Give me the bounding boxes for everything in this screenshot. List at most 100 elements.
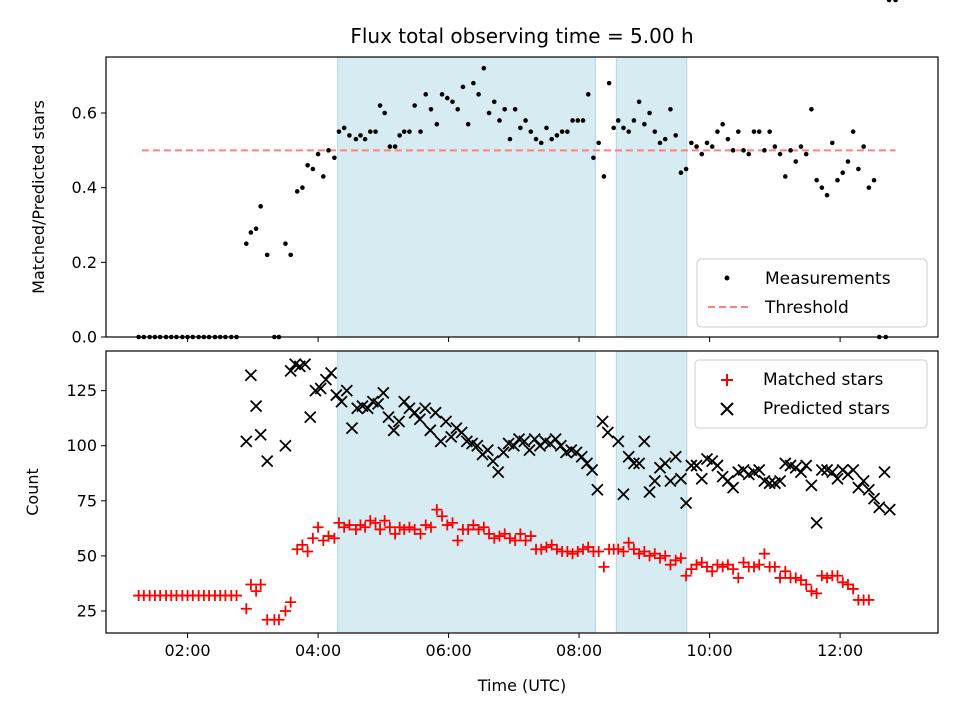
matched-star-point xyxy=(758,548,770,560)
bottom-legend: Matched stars Predicted stars xyxy=(694,359,928,429)
legend-matched-marker xyxy=(721,374,733,386)
matched-star-point xyxy=(711,559,723,571)
matched-star-point xyxy=(312,521,324,533)
measurement-point xyxy=(377,103,383,108)
measurement-point xyxy=(533,136,539,142)
top-y-axis-label: Matched/Predicted stars xyxy=(29,100,48,294)
measurement-point xyxy=(523,118,528,123)
measurement-point xyxy=(481,65,487,71)
measurement-point xyxy=(407,129,412,134)
measurement-point xyxy=(861,144,866,149)
predicted-star-point xyxy=(371,397,385,411)
matched-star-point xyxy=(816,570,828,582)
measurement-point xyxy=(850,129,856,134)
predicted-star-point xyxy=(632,457,646,470)
matched-star-point xyxy=(302,545,314,557)
measurement-point xyxy=(788,148,793,153)
matched-star-point xyxy=(691,559,703,571)
measurement-point xyxy=(486,110,492,116)
predicted-star-point xyxy=(794,466,808,479)
predicted-star-point xyxy=(523,444,536,457)
measurement-point xyxy=(596,140,601,146)
matched-star-point xyxy=(535,543,547,555)
x-tick-label: 10:00 xyxy=(687,641,733,660)
predicted-star-point xyxy=(685,459,698,472)
predicted-star-point xyxy=(826,466,839,479)
predicted-star-point xyxy=(648,474,661,488)
top-axes-frame xyxy=(105,56,939,338)
measurement-point xyxy=(652,129,658,134)
measurement-point xyxy=(662,136,668,142)
matched-star-point xyxy=(359,521,371,533)
matched-star-point xyxy=(255,579,267,591)
predicted-star-point xyxy=(261,455,274,468)
predicted-star-point xyxy=(674,472,688,485)
top-panel: 0.0 0.2 0.4 0.6 Matched/Predicted stars Mea… xyxy=(29,0,939,347)
matched-star-point xyxy=(863,594,875,606)
measurement-point xyxy=(528,129,534,134)
predicted-star-point xyxy=(810,516,823,529)
predicted-star-point xyxy=(601,426,614,439)
measurement-point xyxy=(715,129,720,134)
matched-star-point xyxy=(644,550,656,562)
measurement-point xyxy=(642,121,647,127)
matched-star-point xyxy=(706,565,718,577)
bottom-y-axis-label: Count xyxy=(23,468,42,516)
predicted-star-point xyxy=(695,472,708,485)
measurement-point xyxy=(326,148,331,153)
y-tick-label: 0.2 xyxy=(72,253,97,272)
measurement-point xyxy=(460,84,466,90)
predicted-star-point xyxy=(324,366,338,380)
measurement-point xyxy=(871,177,877,183)
measurement-point xyxy=(538,140,544,146)
matched-star-point xyxy=(509,534,521,546)
measurement-point xyxy=(631,118,637,123)
measurement-point xyxy=(767,129,772,134)
predicted-star-point xyxy=(429,406,442,419)
matched-star-point xyxy=(623,537,635,549)
matched-star-point xyxy=(415,528,427,540)
measurement-point xyxy=(777,151,783,157)
measurement-point xyxy=(305,162,310,168)
matched-star-point xyxy=(659,550,671,562)
measurement-point xyxy=(320,174,326,179)
measurement-point xyxy=(783,174,788,179)
matched-star-point xyxy=(577,543,589,555)
measurement-point xyxy=(657,140,663,146)
predicted-star-point xyxy=(434,435,447,448)
x-tick-label: 12:00 xyxy=(817,641,863,660)
measurement-point xyxy=(699,151,705,157)
measurement-point xyxy=(392,144,398,149)
measurement-point xyxy=(412,103,417,108)
predicted-star-point xyxy=(575,450,588,463)
matched-star-point xyxy=(245,579,257,591)
predicted-star-point xyxy=(497,446,510,459)
matched-star-point xyxy=(567,548,579,560)
predicted-star-point xyxy=(528,432,541,446)
x-tick-label: 08:00 xyxy=(556,641,602,660)
top-y-ticks: 0.0 0.2 0.4 0.6 xyxy=(72,104,106,347)
matched-star-point xyxy=(540,541,552,553)
bottom-x-ticks: 02:00 04:00 06:00 08:00 10:00 12:00 xyxy=(165,633,863,660)
predicted-star-point xyxy=(408,406,421,419)
measurement-point xyxy=(866,185,872,190)
predicted-star-point xyxy=(831,472,844,485)
predicted-star-point xyxy=(244,369,258,382)
measurement-point xyxy=(347,133,352,138)
matched-star-point xyxy=(394,521,406,533)
bottom-y-ticks: 25 50 75 100 125 xyxy=(66,381,106,620)
legend-measurements-marker xyxy=(724,275,730,281)
measurement-point xyxy=(512,106,518,112)
measurement-point xyxy=(300,185,305,190)
measurement-point xyxy=(248,230,254,235)
predicted-star-point xyxy=(669,450,682,463)
y-tick-label: 0.6 xyxy=(72,104,97,123)
predicted-star-point xyxy=(591,483,604,496)
matched-star-point xyxy=(452,534,464,546)
matched-star-point xyxy=(805,585,817,597)
matched-stars-series xyxy=(133,504,875,626)
predicted-star-point xyxy=(554,439,567,452)
matched-star-point xyxy=(561,545,573,557)
predicted-star-point xyxy=(254,428,267,441)
matched-star-point xyxy=(354,519,366,531)
